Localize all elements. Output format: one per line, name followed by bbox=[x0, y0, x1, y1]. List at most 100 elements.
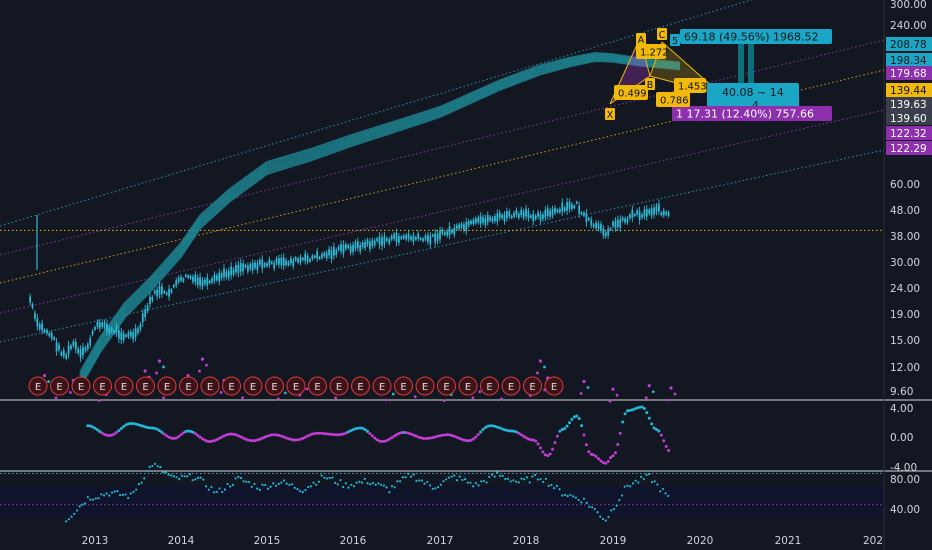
earnings-marker[interactable] bbox=[394, 376, 413, 396]
price-tag-label: 139.60 bbox=[890, 113, 927, 125]
candle-body bbox=[335, 250, 338, 255]
earnings-marker[interactable] bbox=[372, 376, 392, 396]
oscillator-1-dot bbox=[481, 428, 485, 431]
oscillator-1-dot bbox=[529, 438, 533, 442]
oscillator-2-dot bbox=[97, 497, 100, 500]
pattern-point-box bbox=[605, 108, 615, 120]
oscillator-1-dot bbox=[306, 434, 310, 438]
oscillator-1-dot bbox=[373, 436, 377, 440]
earnings-marker[interactable] bbox=[308, 376, 327, 396]
oscillator-1-dot bbox=[217, 436, 221, 440]
candle-body bbox=[203, 279, 206, 285]
earnings-marker[interactable] bbox=[243, 376, 263, 396]
earnings-marker[interactable] bbox=[200, 376, 220, 396]
oscillator-1-dot bbox=[431, 436, 435, 440]
earnings-marker[interactable] bbox=[286, 376, 306, 396]
candle-body bbox=[261, 259, 264, 269]
candle-body bbox=[117, 329, 120, 339]
oscillator-2-dot bbox=[317, 480, 321, 483]
oscillator-2-dot bbox=[199, 476, 202, 479]
annotation-text: 1.272 bbox=[640, 48, 669, 59]
earnings-marker[interactable] bbox=[93, 376, 112, 396]
earnings-marker[interactable] bbox=[265, 376, 284, 396]
price-tag bbox=[886, 126, 932, 140]
oscillator-1-dot bbox=[611, 454, 615, 458]
candle-body bbox=[187, 275, 190, 279]
oscillator-1-dot bbox=[445, 433, 449, 437]
pattern-point-box bbox=[670, 34, 680, 46]
earnings-marker[interactable] bbox=[351, 376, 370, 396]
price-tag-label: 208.78 bbox=[890, 39, 927, 51]
oscillator-1-dot bbox=[662, 439, 666, 443]
candle-body bbox=[503, 214, 506, 222]
oscillator-1-dot bbox=[467, 439, 471, 443]
oscillator-1-dot bbox=[572, 415, 576, 419]
earnings-marker-label: E bbox=[142, 382, 148, 393]
oscillator-2-dot bbox=[542, 480, 545, 483]
candle-body bbox=[422, 238, 424, 242]
time-axis-tick: 2017 bbox=[427, 535, 454, 547]
oscillator-1-dot bbox=[395, 433, 398, 437]
oscillator-1-dot bbox=[592, 453, 596, 457]
ribbon-line bbox=[79, 58, 681, 386]
oscillator-1-dot bbox=[667, 448, 671, 452]
candle-body bbox=[86, 344, 89, 350]
oscillator-2-dot bbox=[469, 481, 472, 484]
oscillator-1-dot bbox=[604, 461, 608, 465]
oscillator-2-dot bbox=[237, 475, 240, 479]
candle-body bbox=[268, 259, 271, 266]
earnings-marker[interactable] bbox=[523, 376, 542, 396]
earnings-marker[interactable] bbox=[415, 376, 435, 396]
oscillator-2-dot bbox=[399, 480, 402, 483]
indicator-dot bbox=[384, 398, 388, 402]
earnings-marker[interactable] bbox=[329, 376, 349, 396]
oscillator-1-dot bbox=[227, 432, 231, 436]
earnings-marker[interactable] bbox=[114, 376, 134, 396]
oscillator-1-dot bbox=[647, 416, 651, 420]
oscillator-2-dot bbox=[447, 476, 451, 479]
oscillator-2-dot bbox=[506, 477, 510, 480]
candle-body bbox=[513, 212, 515, 217]
earnings-marker[interactable] bbox=[28, 376, 48, 396]
oscillator-2-dot bbox=[623, 485, 626, 488]
earnings-marker[interactable] bbox=[437, 376, 456, 396]
earnings-marker[interactable] bbox=[157, 376, 177, 396]
earnings-marker[interactable] bbox=[458, 376, 478, 396]
price-axis-tick: 60.00 bbox=[890, 179, 920, 191]
earnings-marker[interactable] bbox=[136, 376, 155, 396]
oscillator-1-dot bbox=[390, 436, 394, 440]
earnings-marker[interactable] bbox=[71, 376, 91, 396]
candle-body bbox=[525, 208, 527, 217]
oscillator-1-dot bbox=[148, 426, 152, 430]
oscillator-1-dot bbox=[220, 435, 224, 439]
oscillator-1-dot bbox=[141, 424, 145, 428]
oscillator-1-dot bbox=[474, 435, 478, 439]
oscillator-2-dot bbox=[218, 487, 221, 490]
candle-body bbox=[554, 207, 556, 213]
earnings-marker[interactable] bbox=[179, 376, 198, 396]
earnings-marker-label: E bbox=[508, 382, 514, 393]
oscillator-1-dot bbox=[659, 433, 663, 437]
earnings-marker[interactable] bbox=[501, 376, 521, 396]
earnings-marker[interactable] bbox=[222, 376, 241, 396]
candle-body bbox=[612, 221, 614, 227]
indicator-dot bbox=[143, 369, 147, 373]
oscillator-2-dot bbox=[223, 488, 226, 491]
candle-body bbox=[429, 236, 432, 245]
candle-body bbox=[113, 330, 116, 334]
oscillator-2-dot bbox=[396, 480, 399, 483]
oscillator-1-dot bbox=[241, 436, 245, 440]
candle-body bbox=[74, 342, 77, 350]
oscillator-2-dot bbox=[393, 486, 396, 489]
oscillator-1-dot bbox=[450, 433, 454, 437]
oscillator-2-dot bbox=[496, 471, 499, 474]
oscillator-2-dot bbox=[533, 473, 537, 477]
oscillator-2-dot bbox=[239, 476, 243, 480]
earnings-marker[interactable] bbox=[50, 376, 69, 396]
earnings-marker[interactable] bbox=[480, 376, 499, 396]
earnings-marker[interactable] bbox=[544, 376, 564, 396]
oscillator-2-dot bbox=[637, 481, 640, 484]
oscillator-1-dot bbox=[517, 431, 521, 435]
